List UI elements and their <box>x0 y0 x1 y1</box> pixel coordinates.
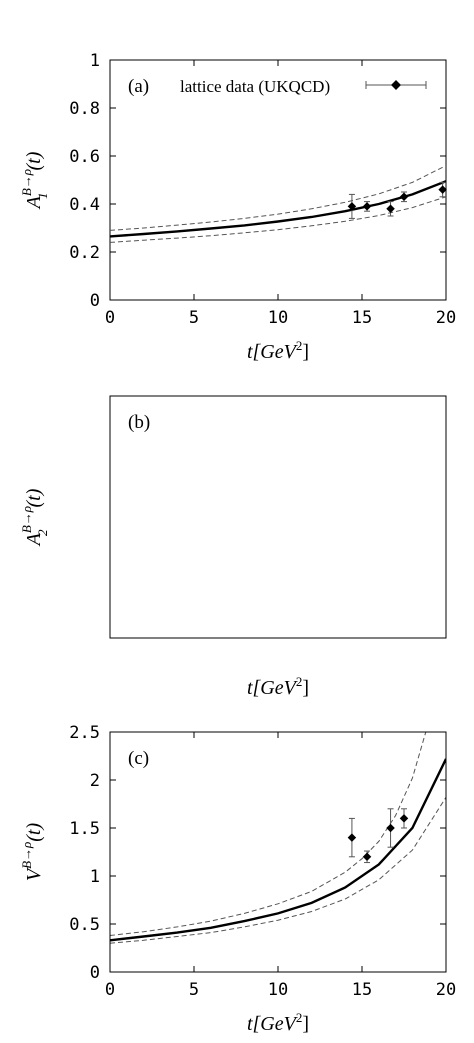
data-point <box>362 202 372 211</box>
plot-frame <box>109 59 447 301</box>
plot-frame <box>109 395 447 639</box>
y-tick-label: 1 <box>90 867 100 887</box>
y-axis-label: VB→ρ(t) <box>19 823 45 882</box>
x-tick-label: 15 <box>352 308 372 328</box>
series-line-central <box>110 180 446 238</box>
y-tick-label: 0 <box>90 291 100 311</box>
data-point <box>347 202 357 211</box>
data-point <box>399 192 409 202</box>
y-tick-label: 0.5 <box>69 915 100 935</box>
x-axis-label: t[GeV2] <box>247 338 309 363</box>
data-point <box>386 823 395 833</box>
series-line-upper <box>110 165 446 231</box>
data-point <box>386 204 395 214</box>
y-axis-label: AB→ρ1(t) <box>19 151 50 210</box>
plot-frame <box>109 731 447 973</box>
panel-b: (b) AB→ρ2(t) t[GeV2] 0 5 10 15 20 0 0.5 1 1.5 2 2.… <box>19 395 456 1000</box>
x-tick-label: 10 <box>268 308 288 328</box>
series-line-central <box>110 758 446 942</box>
y-tick-label: 0.6 <box>69 147 100 167</box>
y-tick-label: 1 <box>90 51 100 71</box>
x-tick-label: 15 <box>352 980 372 1000</box>
y-tick-label: 0.8 <box>69 99 100 119</box>
y-tick-label: 0.2 <box>69 243 100 263</box>
y-tick-label: 0 <box>90 963 100 983</box>
series-line-lower <box>110 797 446 944</box>
x-tick-label: 10 <box>268 980 288 1000</box>
y-tick-label: 0.4 <box>69 195 100 215</box>
panel-c: (c) VB→ρ(t) t[GeV2] <box>19 731 447 1035</box>
x-tick-label: 0 <box>105 308 115 328</box>
data-point <box>438 185 447 194</box>
x-tick-label: 20 <box>436 308 456 328</box>
panel-label: (b) <box>128 412 150 433</box>
legend: lattice data (UKQCD) <box>180 77 427 96</box>
data-point <box>347 833 357 842</box>
x-axis-label: t[GeV2] <box>247 674 309 699</box>
y-tick-label: 2 <box>90 771 100 791</box>
panel-label: (c) <box>128 748 149 769</box>
x-axis-label: t[GeV2] <box>247 1010 309 1035</box>
legend-marker <box>391 80 401 90</box>
x-tick-label: 5 <box>189 980 199 1000</box>
series-line-lower <box>110 196 446 243</box>
data-point <box>362 852 372 862</box>
y-tick-label: 1.5 <box>69 819 100 839</box>
x-tick-label: 0 <box>105 980 115 1000</box>
y-tick-label: 2.5 <box>69 723 100 743</box>
series-line-upper <box>110 732 427 936</box>
y-axis-label: AB→ρ2(t) <box>19 488 50 547</box>
data-point <box>399 814 409 823</box>
x-tick-label: 5 <box>189 308 199 328</box>
x-tick-label: 20 <box>436 980 456 1000</box>
legend-label: lattice data (UKQCD) <box>180 77 330 96</box>
